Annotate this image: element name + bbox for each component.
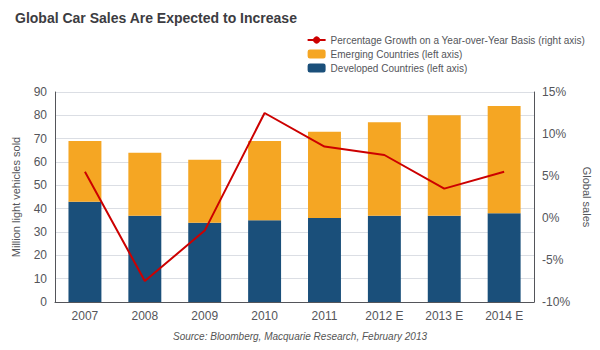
svg-text:5%: 5%: [542, 169, 560, 183]
svg-text:15%: 15%: [542, 85, 566, 99]
svg-text:Source: Bloomberg, Macquarie R: Source: Bloomberg, Macquarie Research, F…: [173, 331, 427, 342]
svg-text:2007: 2007: [72, 309, 99, 323]
svg-text:-5%: -5%: [542, 253, 564, 267]
svg-text:10: 10: [34, 272, 48, 286]
svg-text:2010: 2010: [251, 309, 278, 323]
svg-text:80: 80: [34, 108, 48, 122]
svg-text:2011: 2011: [312, 309, 338, 323]
svg-text:-10%: -10%: [542, 295, 570, 309]
svg-text:60: 60: [34, 155, 48, 169]
svg-text:Global Car Sales Are Expected: Global Car Sales Are Expected to Increas…: [15, 10, 297, 26]
svg-text:2013 E: 2013 E: [425, 309, 463, 323]
svg-text:Percentage Growth on a Year-ov: Percentage Growth on a Year-over-Year Ba…: [331, 35, 585, 46]
svg-text:2009: 2009: [191, 309, 218, 323]
svg-text:Emerging Countries (left axis): Emerging Countries (left axis): [331, 49, 463, 60]
svg-text:2012 E: 2012 E: [365, 309, 403, 323]
svg-text:30: 30: [34, 225, 48, 239]
svg-text:40: 40: [34, 202, 48, 216]
svg-text:Million light vehicles sold: Million light vehicles sold: [10, 137, 22, 257]
svg-text:Global sales: Global sales: [581, 167, 593, 228]
svg-text:0: 0: [40, 295, 47, 309]
svg-text:Developed Countries (left axis: Developed Countries (left axis): [331, 63, 468, 74]
svg-text:50: 50: [34, 178, 48, 192]
svg-text:20: 20: [34, 248, 48, 262]
svg-text:10%: 10%: [542, 127, 566, 141]
svg-text:2008: 2008: [131, 309, 158, 323]
svg-text:90: 90: [34, 85, 48, 99]
svg-text:70: 70: [34, 132, 48, 146]
svg-text:0%: 0%: [542, 211, 560, 225]
svg-text:2014 E: 2014 E: [485, 309, 523, 323]
